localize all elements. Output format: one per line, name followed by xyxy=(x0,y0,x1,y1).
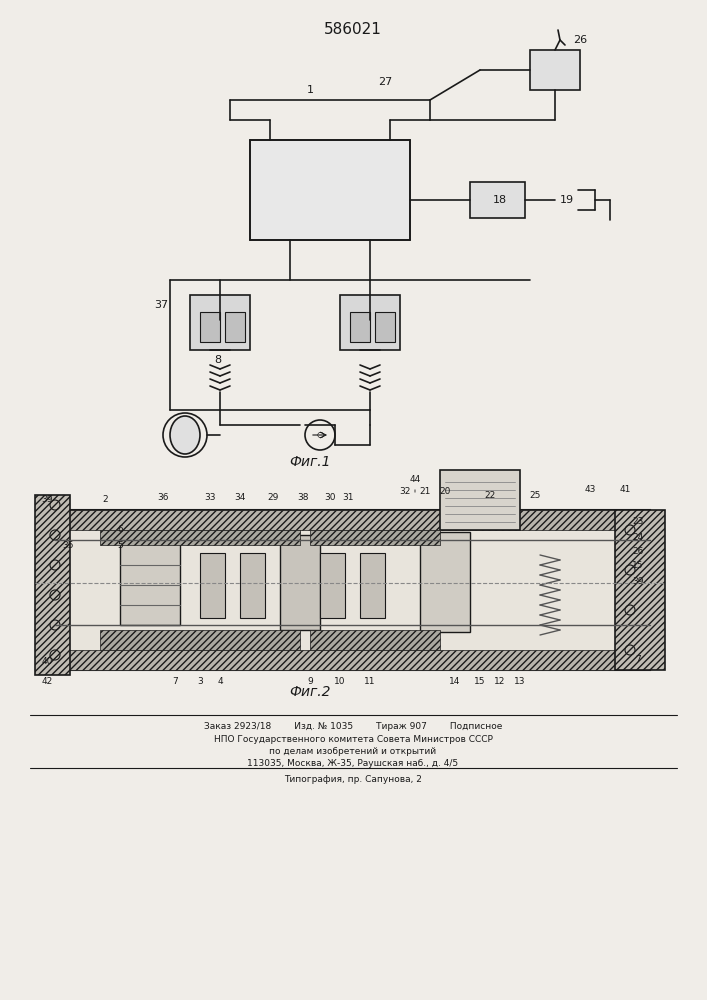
Text: 7: 7 xyxy=(635,656,641,664)
Text: Фиг.1: Фиг.1 xyxy=(289,455,331,469)
Text: Типография, пр. Сапунова, 2: Типография, пр. Сапунова, 2 xyxy=(284,775,422,784)
Text: 6: 6 xyxy=(117,526,123,534)
Bar xyxy=(350,312,370,342)
Bar xyxy=(420,532,470,632)
Bar xyxy=(320,553,345,618)
Text: 42: 42 xyxy=(42,678,52,686)
Text: 586021: 586021 xyxy=(324,22,382,37)
Text: 8: 8 xyxy=(214,355,221,365)
Bar xyxy=(310,530,440,545)
Bar xyxy=(375,312,395,342)
Bar xyxy=(190,295,250,350)
Text: 39: 39 xyxy=(632,578,644,586)
Text: 32: 32 xyxy=(399,488,411,496)
Text: 44: 44 xyxy=(409,476,421,485)
Bar xyxy=(470,182,525,218)
Bar xyxy=(440,470,520,530)
Text: 22: 22 xyxy=(484,490,496,499)
Bar xyxy=(340,295,400,350)
Text: по делам изобретений и открытий: по делам изобретений и открытий xyxy=(269,747,436,756)
Bar xyxy=(240,553,265,618)
Text: 2: 2 xyxy=(103,495,107,504)
Text: 41: 41 xyxy=(619,486,631,494)
Bar xyxy=(120,540,180,625)
Text: 43: 43 xyxy=(584,486,596,494)
Text: 34: 34 xyxy=(234,492,246,502)
Text: 9: 9 xyxy=(307,678,313,686)
Bar xyxy=(100,530,300,545)
Bar xyxy=(35,495,70,675)
Text: 23: 23 xyxy=(632,518,643,526)
Bar xyxy=(200,553,225,618)
Text: 26: 26 xyxy=(573,35,587,45)
Text: 4: 4 xyxy=(217,678,223,686)
Text: 37: 37 xyxy=(154,300,168,310)
Text: 10: 10 xyxy=(334,678,346,686)
Text: 33: 33 xyxy=(204,492,216,502)
Text: 19: 19 xyxy=(560,195,574,205)
Text: 14: 14 xyxy=(450,678,461,686)
Text: 7: 7 xyxy=(172,678,178,686)
Text: 39: 39 xyxy=(41,495,53,504)
Text: 24: 24 xyxy=(632,532,643,542)
Text: 11: 11 xyxy=(364,678,375,686)
Text: 29: 29 xyxy=(267,492,279,502)
Text: Заказ 2923/18        Изд. № 1035        Тираж 907        Подписное: Заказ 2923/18 Изд. № 1035 Тираж 907 Подп… xyxy=(204,722,502,731)
Text: 13: 13 xyxy=(514,678,526,686)
Text: 20: 20 xyxy=(439,488,450,496)
Text: 40: 40 xyxy=(41,658,53,666)
Text: 3: 3 xyxy=(197,678,203,686)
Text: 21: 21 xyxy=(419,488,431,496)
Text: 15: 15 xyxy=(474,678,486,686)
Text: 30: 30 xyxy=(325,492,336,502)
Text: 12: 12 xyxy=(494,678,506,686)
Text: НПО Государственного комитета Совета Министров СССР: НПО Государственного комитета Совета Мин… xyxy=(214,735,493,744)
Text: 5: 5 xyxy=(117,540,123,550)
Text: 18: 18 xyxy=(493,195,507,205)
Text: 27: 27 xyxy=(378,77,392,87)
Bar xyxy=(310,630,440,650)
Text: 35: 35 xyxy=(62,540,74,550)
Text: ○: ○ xyxy=(316,430,324,440)
Text: Фиг.2: Фиг.2 xyxy=(289,685,331,699)
Text: 113035, Москва, Ж-35, Раушская наб., д. 4/5: 113035, Москва, Ж-35, Раушская наб., д. … xyxy=(247,759,459,768)
Bar xyxy=(250,140,410,240)
Bar xyxy=(615,510,665,670)
Bar xyxy=(55,510,650,670)
Bar xyxy=(200,312,220,342)
Text: 25: 25 xyxy=(530,490,541,499)
Bar xyxy=(360,553,385,618)
Bar xyxy=(530,50,580,90)
Bar xyxy=(55,650,650,670)
Text: 1: 1 xyxy=(307,85,313,95)
Text: 36: 36 xyxy=(157,492,169,502)
Text: 31: 31 xyxy=(342,492,354,502)
Bar xyxy=(100,630,300,650)
Text: 38: 38 xyxy=(297,492,309,502)
Bar xyxy=(225,312,245,342)
Bar xyxy=(55,510,650,530)
Bar xyxy=(280,535,320,630)
Ellipse shape xyxy=(170,416,200,454)
Text: 15: 15 xyxy=(632,560,644,570)
Text: 26: 26 xyxy=(632,548,643,556)
